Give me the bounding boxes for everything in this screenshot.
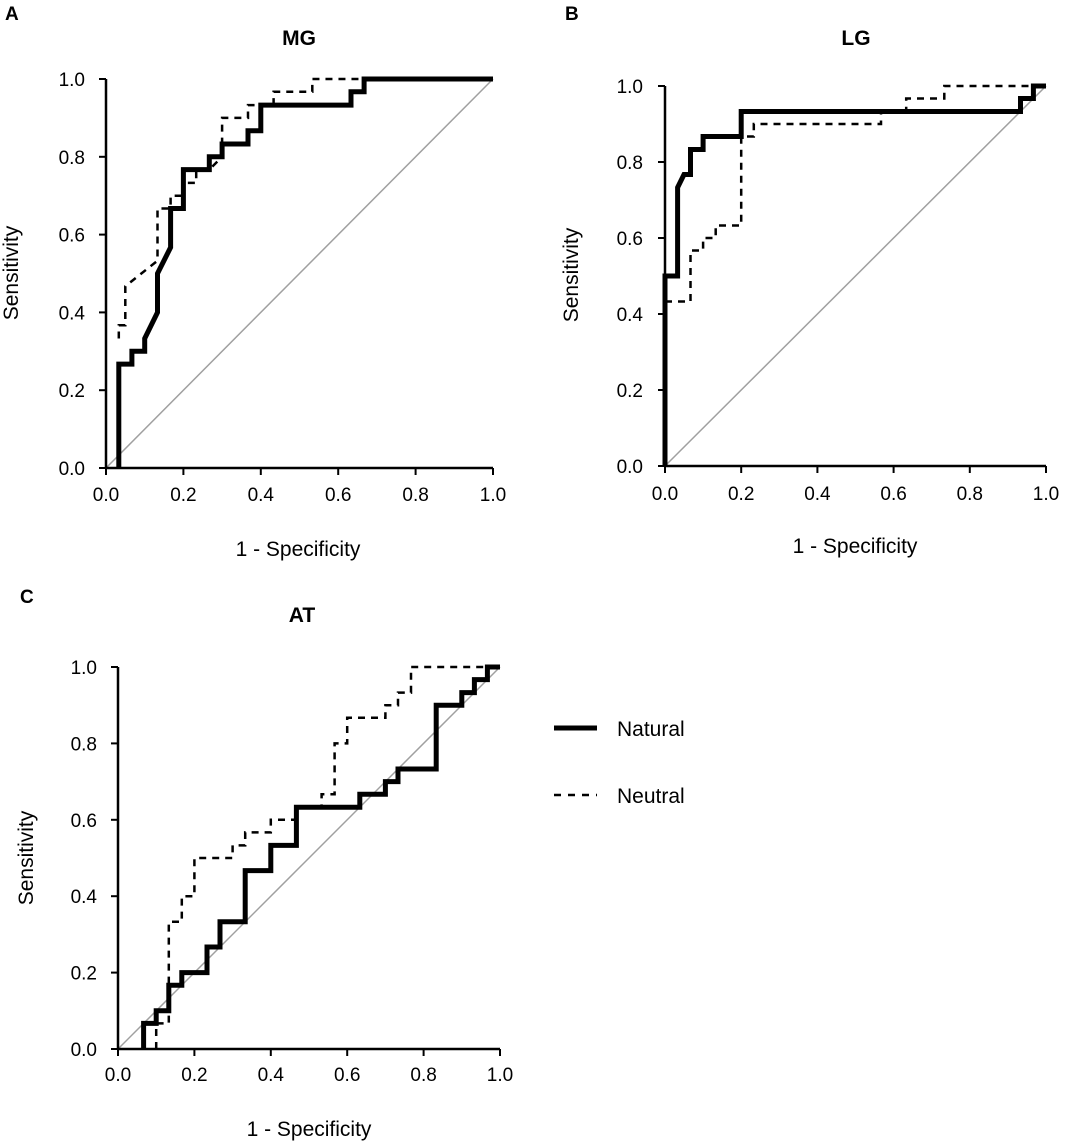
chart-0-x-tick-label: 0.4 — [248, 485, 275, 506]
chart-1-x-tick-label: 1.0 — [1033, 484, 1059, 505]
chart-2-y-tick-label: 0.6 — [71, 811, 97, 832]
chart-1-panel-letter: B — [565, 4, 579, 25]
chart-2-y-tick-label: 0.0 — [71, 1040, 97, 1061]
chart-0-y-tick-label: 0.8 — [59, 148, 85, 169]
chart-2-series-neutral-line — [154, 665, 500, 1049]
chart-1-y-tick-label: 1.0 — [617, 77, 643, 98]
chart-1-x-tick-label: 0.0 — [652, 484, 678, 505]
chart-2-y-tick-label: 0.4 — [71, 887, 98, 908]
legend: Natural Neutral — [554, 718, 685, 808]
chart-1-title: LG — [841, 27, 870, 50]
legend-natural-label: Natural — [617, 718, 685, 741]
chart-0-x-tick-label: 0.6 — [325, 485, 351, 506]
chart-0-x-tick-label: 0.2 — [170, 485, 196, 506]
chart-0-y-tick-label: 0.6 — [59, 226, 85, 247]
chart-2-y-tick-label: 1.0 — [71, 658, 97, 679]
chart-1-y-tick-label: 0.8 — [617, 153, 643, 174]
chart-1-y-tick-label: 0.4 — [617, 305, 644, 326]
chart-0-y-tick-label: 0.4 — [59, 303, 86, 324]
chart-0-y-tick-label: 0.0 — [59, 459, 85, 480]
chart-1-y-tick-label: 0.2 — [617, 381, 643, 402]
chart-0-y-tick-label: 0.2 — [59, 381, 85, 402]
panel-b: B LG 0.0 0.2 0.4 0.6 0.8 1.0 0.0 0.2 0.4 0.6 0.8 1.0 1… — [560, 4, 1059, 558]
chart-2-title: AT — [289, 604, 316, 627]
chart-1-x-tick-label: 0.6 — [880, 484, 906, 505]
chart-2-x-tick-label: 0.0 — [105, 1065, 131, 1086]
chart-2-x-tick-label: 0.6 — [334, 1065, 360, 1086]
panel-a: A MG 0.0 0.2 0.4 0.6 0.8 1.0 0.0 0.2 0.4 0.6 0.8 1.0 1… — [0, 4, 506, 561]
chart-1-x-tick-label: 0.2 — [728, 484, 754, 505]
chart-0-y-axis-label: Sensitivity — [0, 225, 23, 320]
chart-2-panel-letter: C — [20, 587, 34, 608]
chart-1-x-tick-label: 0.4 — [804, 484, 831, 505]
chart-0-x-axis-label: 1 - Specificity — [236, 538, 361, 561]
chart-1-x-tick-label: 0.8 — [957, 484, 983, 505]
chart-1-x-axis-label: 1 - Specificity — [793, 535, 918, 558]
chart-0-series-natural-line — [116, 76, 493, 468]
chart-0-series-neutral-line — [117, 77, 493, 339]
chart-0-reference-diagonal — [105, 78, 494, 469]
chart-0-y-tick-label: 1.0 — [59, 70, 85, 91]
chart-1-y-tick-label: 0.6 — [617, 229, 643, 250]
chart-0-panel-letter: A — [5, 4, 19, 25]
chart-2-series-natural-line — [141, 664, 500, 1049]
chart-1-reference-diagonal — [664, 85, 1047, 467]
chart-2-x-tick-label: 0.4 — [258, 1065, 285, 1086]
chart-0-x-tick-label: 0.0 — [93, 485, 119, 506]
chart-2-x-tick-label: 0.2 — [181, 1065, 207, 1086]
chart-2-y-tick-label: 0.8 — [71, 734, 97, 755]
chart-2-x-tick-label: 0.8 — [410, 1065, 436, 1086]
chart-1-y-axis-label: Sensitivity — [560, 227, 583, 322]
chart-2-y-tick-label: 0.2 — [71, 964, 97, 985]
chart-2-y-axis-label: Sensitivity — [15, 810, 38, 905]
panel-c: C AT 0.0 0.2 0.4 0.6 0.8 1.0 0.0 0.2 0.4 0.6 0.8 1.0 1… — [15, 587, 513, 1141]
chart-0-x-tick-label: 1.0 — [480, 485, 506, 506]
chart-1-y-tick-label: 0.0 — [617, 457, 643, 478]
chart-2-x-tick-label: 1.0 — [487, 1065, 513, 1086]
legend-neutral-label: Neutral — [617, 785, 685, 808]
chart-0-x-tick-label: 0.8 — [402, 485, 428, 506]
chart-1-series-natural-line — [662, 83, 1046, 466]
chart-0-title: MG — [282, 27, 316, 50]
chart-1-series-neutral-line — [665, 84, 1046, 303]
chart-2-x-axis-label: 1 - Specificity — [247, 1118, 372, 1141]
